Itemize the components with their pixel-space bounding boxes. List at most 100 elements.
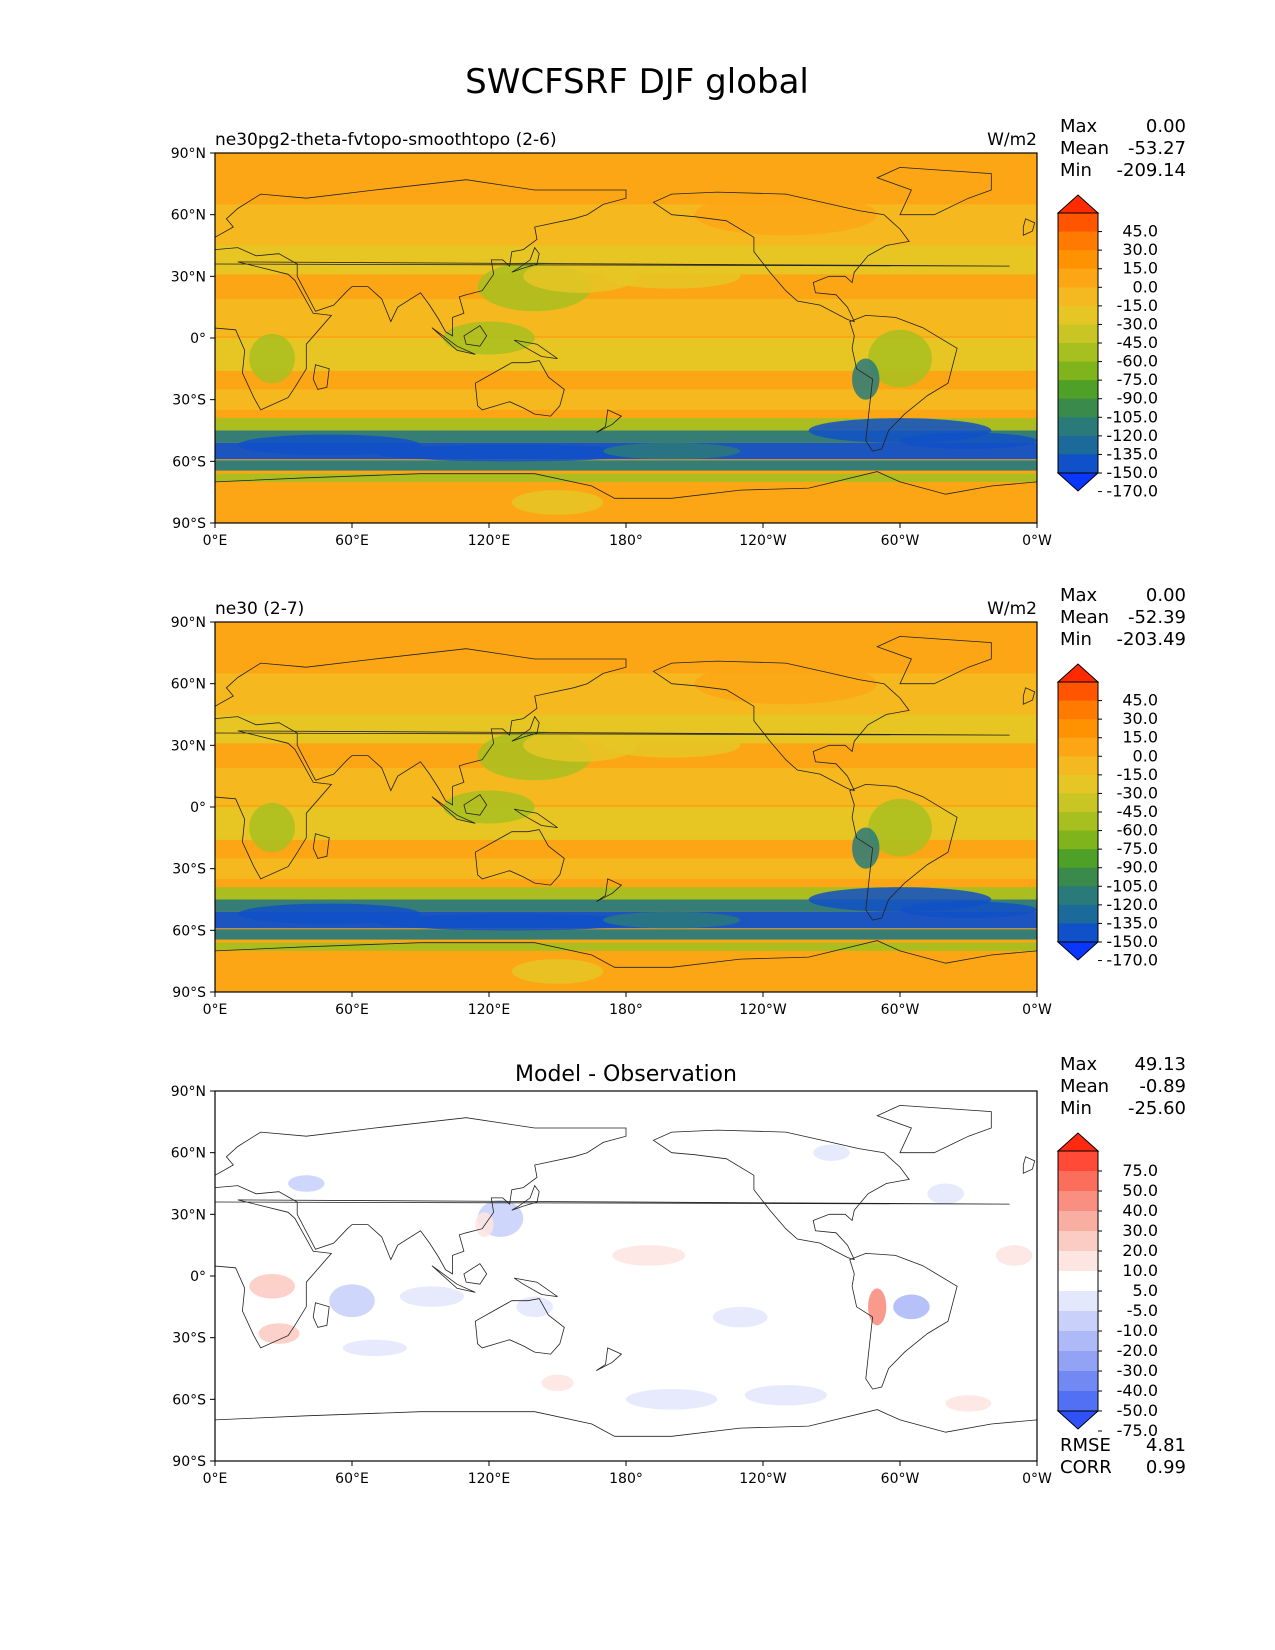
colorbar-tick-label: -75.0 xyxy=(1117,839,1158,858)
stat-value: 0.00 xyxy=(1146,116,1186,137)
coastline xyxy=(652,1129,910,1261)
colorbar-swatch xyxy=(1058,361,1098,381)
colorbar-tick-label: 0.0 xyxy=(1133,746,1158,765)
colorbar-swatch xyxy=(1058,343,1098,363)
coastline xyxy=(463,794,488,816)
contour-field xyxy=(215,1091,1037,1461)
colorbar-tick-label: -60.0 xyxy=(1117,352,1158,371)
colorbar-swatch xyxy=(1058,867,1098,887)
colorbar-swatch xyxy=(1058,886,1098,906)
coastline xyxy=(474,1298,565,1355)
lat-tick-label: 60°N xyxy=(171,208,206,224)
colorbar-tick-label: -150.0 xyxy=(1106,932,1158,951)
colorbar-tick-label: -105.0 xyxy=(1106,407,1158,426)
panel-title: ne30pg2-theta-fvtopo-smoothtopo (2-6) xyxy=(215,130,557,150)
coastline xyxy=(652,191,910,323)
colorbar-tick-label: -90.0 xyxy=(1117,858,1158,877)
colorbar-swatch xyxy=(1058,904,1098,924)
colorbar-tick-label: 10.0 xyxy=(1122,1261,1158,1280)
lon-tick-label: 60°E xyxy=(335,1471,369,1487)
colorbar-swatch xyxy=(1058,1371,1098,1392)
colorbar-tick-label: -40.0 xyxy=(1117,1381,1158,1400)
stat-label: Max xyxy=(1060,116,1098,137)
coastline xyxy=(312,833,330,859)
footer-stat-value: 0.99 xyxy=(1146,1457,1186,1478)
colorbar-swatch xyxy=(1058,737,1098,757)
stat-label: Min xyxy=(1060,1098,1092,1119)
lon-tick-label: 120°W xyxy=(739,1002,787,1018)
colorbar-tick-label: -60.0 xyxy=(1117,821,1158,840)
colorbar-tick-label: 0.0 xyxy=(1133,277,1158,296)
coastline xyxy=(876,635,992,685)
stat-label: Mean xyxy=(1060,1076,1109,1097)
stat-label: Mean xyxy=(1060,138,1109,159)
colorbar-swatch xyxy=(1058,268,1098,288)
coastline xyxy=(215,730,1010,880)
colorbar-tick-label: -45.0 xyxy=(1117,333,1158,352)
lon-tick-label: 180° xyxy=(609,1471,643,1487)
lon-tick-label: 60°E xyxy=(335,533,369,549)
colorbar-tick-label: -50.0 xyxy=(1117,1401,1158,1420)
colorbar-swatch xyxy=(1058,398,1098,418)
colorbar-swatch xyxy=(1058,1291,1098,1312)
colorbar-extend-max xyxy=(1056,663,1100,683)
coastline xyxy=(431,796,476,824)
stat-value: 49.13 xyxy=(1134,1054,1186,1075)
panel-title: Model - Observation xyxy=(515,1062,737,1087)
figure-title: SWCFSRF DJF global xyxy=(465,62,809,102)
colorbar-tick-label: -15.0 xyxy=(1117,765,1158,784)
lat-tick-label: 60°S xyxy=(172,923,206,939)
coastline xyxy=(849,783,958,921)
colorbar-swatch xyxy=(1058,417,1098,437)
lat-tick-label: 0° xyxy=(190,331,206,347)
lon-tick-label: 180° xyxy=(609,533,643,549)
panel-title: ne30 (2-7) xyxy=(215,599,304,619)
colorbar-swatch xyxy=(1058,719,1098,739)
colorbar-tick-label: 20.0 xyxy=(1122,1241,1158,1260)
coastline xyxy=(1022,687,1036,705)
colorbar-tick-label: -30.0 xyxy=(1117,783,1158,802)
stat-value: -0.89 xyxy=(1139,1076,1186,1097)
stat-label: Min xyxy=(1060,629,1092,650)
panel-2: 90°N 60°N 30°N 0° 30°S 60°S 90°S0°E 60°E 120°E 18… xyxy=(171,585,1186,1018)
coastline xyxy=(474,360,565,417)
lon-tick-label: 120°W xyxy=(739,533,787,549)
lon-tick-label: 0°W xyxy=(1022,1471,1052,1487)
lat-tick-label: 30°S xyxy=(172,393,206,409)
contour-field xyxy=(215,622,1037,992)
stat-value: -25.60 xyxy=(1128,1098,1186,1119)
coastline xyxy=(876,166,992,216)
colorbar-tick-label: -30.0 xyxy=(1117,1361,1158,1380)
colorbar-swatch xyxy=(1058,700,1098,720)
colorbar-tick-label: -15.0 xyxy=(1117,296,1158,315)
colorbar-swatch xyxy=(1058,287,1098,307)
lat-tick-label: 30°S xyxy=(172,1331,206,1347)
colorbar-swatch xyxy=(1058,793,1098,813)
colorbar: 45.030.015.00.0-15.0-30.0-45.0-60.0-75.0… xyxy=(1056,663,1158,970)
panel-3: 90°N 60°N 30°N 0° 30°S 60°S 90°S0°E 60°E 120°E 18… xyxy=(171,1054,1186,1487)
contour-field xyxy=(215,153,1037,523)
colorbar-tick-label: -135.0 xyxy=(1106,444,1158,463)
colorbar-extend-max xyxy=(1056,194,1100,214)
colorbar-tick-label: -75.0 xyxy=(1117,370,1158,389)
colorbar-swatch xyxy=(1058,231,1098,251)
lat-tick-label: 60°S xyxy=(172,1392,206,1408)
colorbar-tick-label: 45.0 xyxy=(1122,222,1158,241)
lat-tick-label: 0° xyxy=(190,1269,206,1285)
coastline xyxy=(215,179,627,337)
coastline xyxy=(215,1199,1010,1349)
colorbar-swatch xyxy=(1058,1171,1098,1192)
panel-1: 90°N 60°N 30°N 0° 30°S 60°S 90°S0°E 60°E 120°E 18… xyxy=(171,116,1186,549)
coastline xyxy=(463,1263,488,1285)
colorbar-extend-min xyxy=(1056,472,1100,492)
colorbar-swatch xyxy=(1058,454,1098,474)
lon-tick-label: 120°W xyxy=(739,1471,787,1487)
coastline xyxy=(849,314,958,452)
stat-value: -53.27 xyxy=(1128,138,1186,159)
coastline xyxy=(1022,1156,1036,1174)
colorbar-tick-label: 75.0 xyxy=(1122,1161,1158,1180)
colorbar-swatch xyxy=(1058,435,1098,455)
coastline xyxy=(596,878,623,902)
colorbar-tick-label: -30.0 xyxy=(1117,314,1158,333)
